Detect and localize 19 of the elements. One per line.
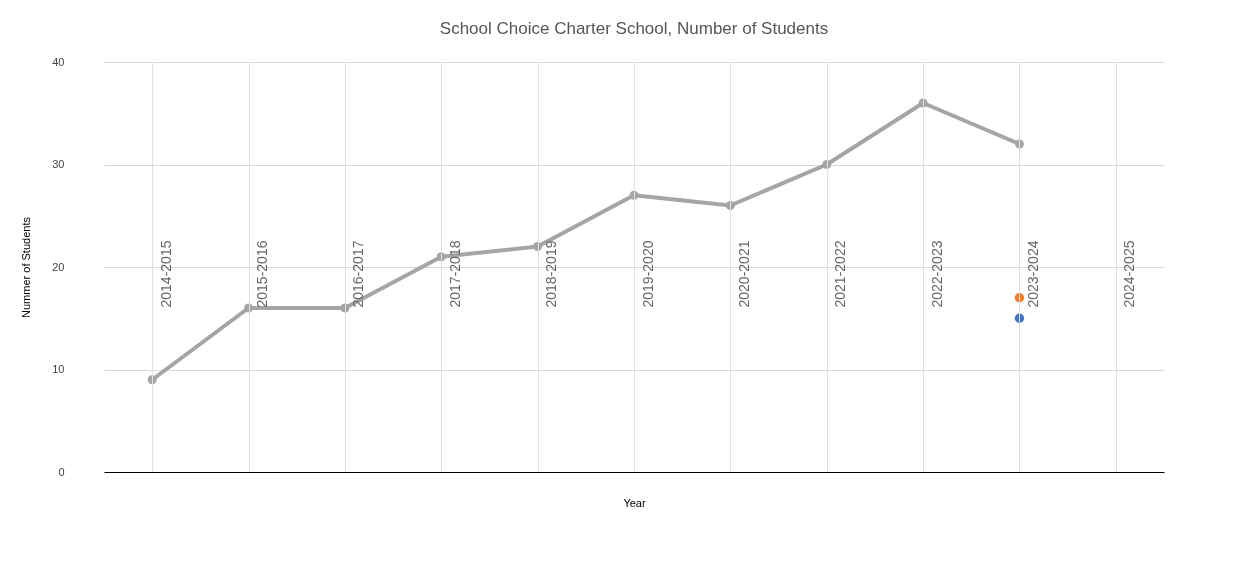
y-tick-label: 10 [52,363,65,375]
x-tick-label: 2022-2023 [928,240,945,308]
x-tick-label: 2017-2018 [446,240,463,308]
x-tick-label: 2020-2021 [735,240,752,308]
x-tick-label: 2018-2019 [543,240,560,308]
x-tick-label: 2021-2022 [832,240,849,308]
x-tick-label: 2024-2025 [1121,240,1138,308]
y-tick-label: 40 [52,55,65,68]
x-tick-label: 2015-2016 [254,240,271,308]
chart-title: School Choice Charter School, Number of Students [439,19,829,38]
y-tick-label: 20 [52,260,65,273]
y-tick-label: 30 [52,158,65,170]
y-axis-title: Nummer of Students [20,216,33,318]
x-tick-label: 2014-2015 [157,240,174,308]
x-tick-label: 2019-2020 [639,240,656,308]
y-tick-label: 0 [58,465,65,478]
x-axis-title: Year [623,496,646,509]
x-tick-label: 2016-2017 [350,240,367,308]
x-tick-label: 2023-2024 [1024,240,1041,308]
